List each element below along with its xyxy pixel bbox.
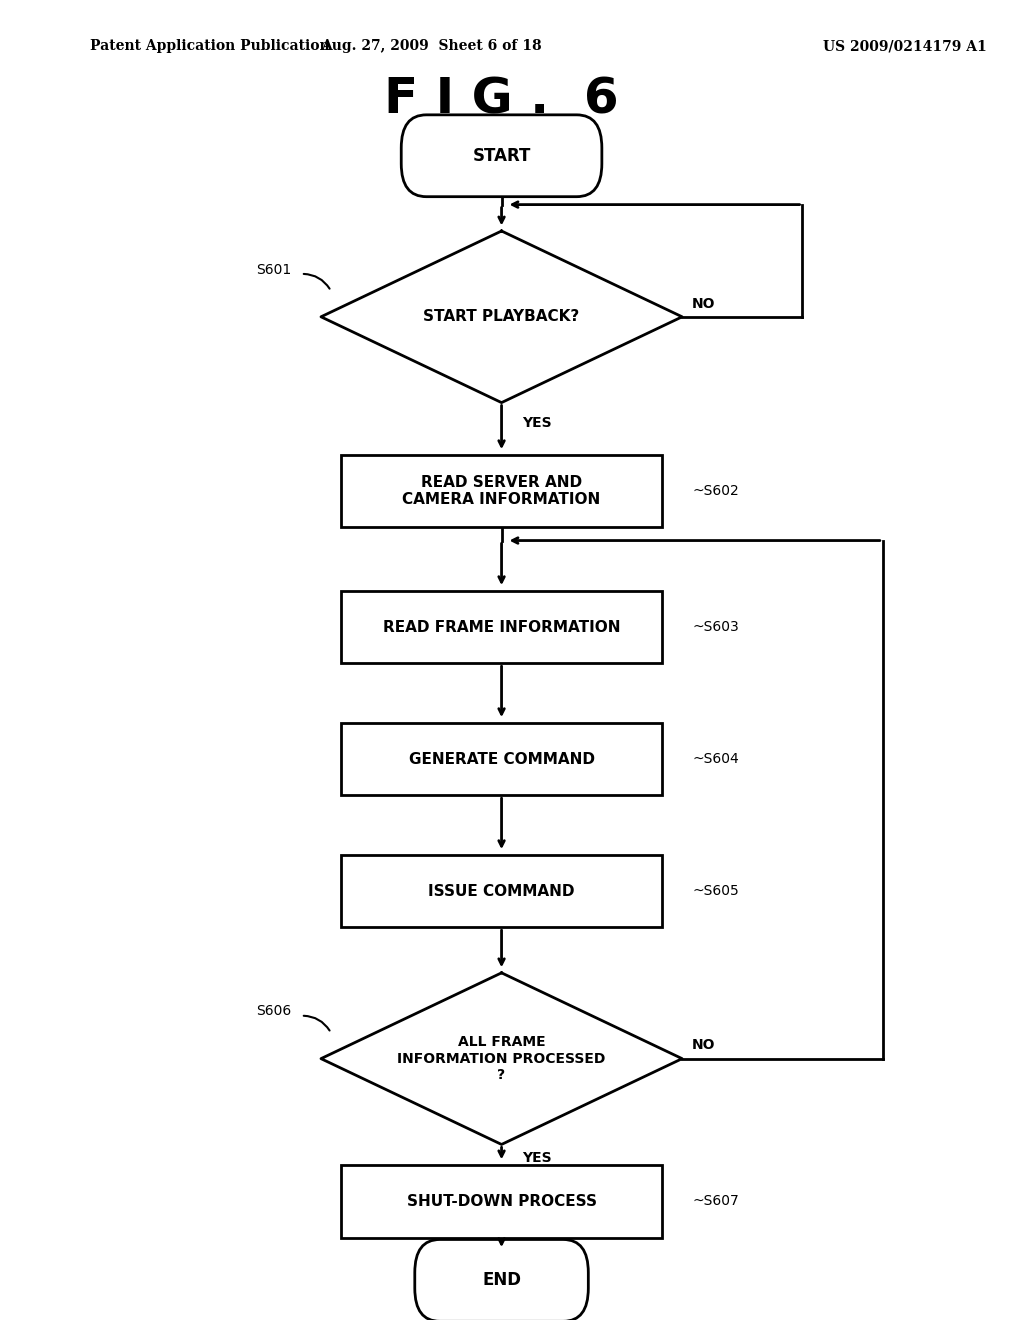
Text: GENERATE COMMAND: GENERATE COMMAND (409, 751, 595, 767)
Text: READ SERVER AND
CAMERA INFORMATION: READ SERVER AND CAMERA INFORMATION (402, 475, 601, 507)
Text: SHUT-DOWN PROCESS: SHUT-DOWN PROCESS (407, 1193, 597, 1209)
FancyBboxPatch shape (341, 1166, 663, 1238)
Text: ALL FRAME
INFORMATION PROCESSED
?: ALL FRAME INFORMATION PROCESSED ? (397, 1035, 606, 1082)
Text: US 2009/0214179 A1: US 2009/0214179 A1 (822, 40, 986, 53)
Text: START: START (472, 147, 530, 165)
Text: NO: NO (692, 1039, 716, 1052)
FancyBboxPatch shape (341, 454, 663, 527)
Text: S601: S601 (256, 263, 291, 277)
Text: ~S604: ~S604 (692, 752, 739, 766)
Text: ~S607: ~S607 (692, 1195, 739, 1208)
FancyBboxPatch shape (341, 723, 663, 795)
FancyBboxPatch shape (341, 855, 663, 927)
FancyBboxPatch shape (401, 115, 602, 197)
Text: F I G .  6: F I G . 6 (384, 75, 618, 123)
Text: START PLAYBACK?: START PLAYBACK? (424, 309, 580, 325)
Text: S606: S606 (256, 1005, 291, 1019)
Text: Aug. 27, 2009  Sheet 6 of 18: Aug. 27, 2009 Sheet 6 of 18 (321, 40, 542, 53)
Text: YES: YES (521, 416, 551, 430)
FancyBboxPatch shape (341, 591, 663, 663)
FancyBboxPatch shape (415, 1239, 589, 1320)
Text: END: END (482, 1271, 521, 1290)
Text: ~S603: ~S603 (692, 620, 739, 634)
Text: Patent Application Publication: Patent Application Publication (90, 40, 330, 53)
Text: ISSUE COMMAND: ISSUE COMMAND (428, 883, 574, 899)
Text: YES: YES (521, 1151, 551, 1166)
Text: ~S602: ~S602 (692, 484, 739, 498)
Text: NO: NO (692, 297, 716, 310)
Text: READ FRAME INFORMATION: READ FRAME INFORMATION (383, 619, 621, 635)
Text: ~S605: ~S605 (692, 884, 739, 898)
